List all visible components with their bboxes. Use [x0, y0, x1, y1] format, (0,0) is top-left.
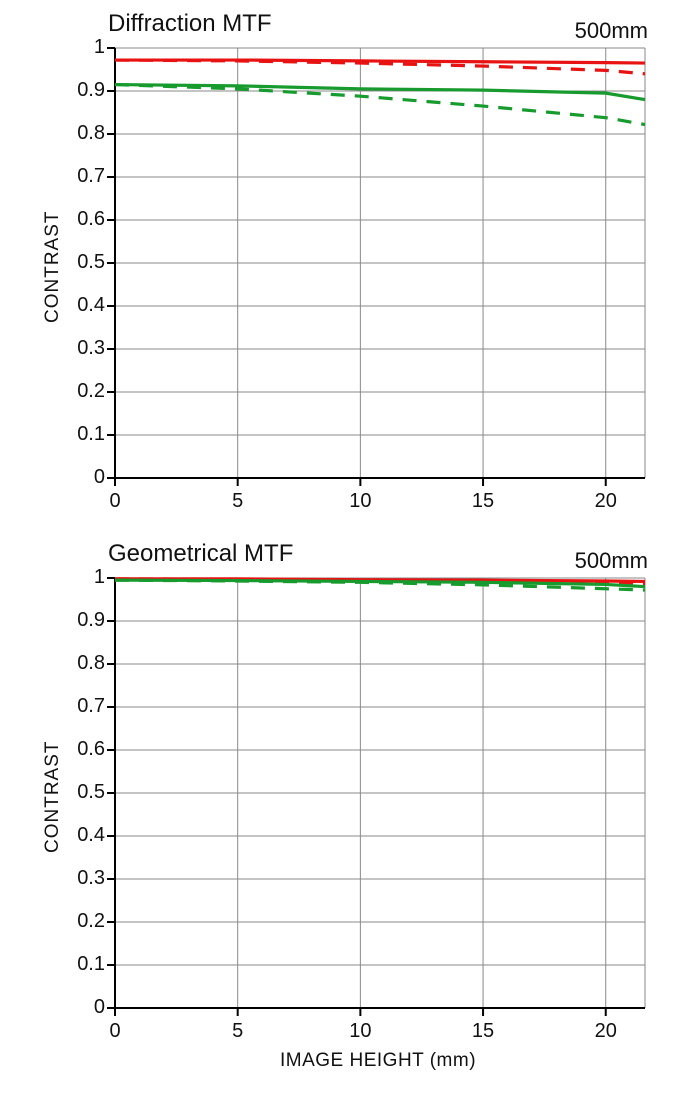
- x-tick-label: 0: [95, 490, 135, 513]
- diffraction-plot: [115, 48, 645, 478]
- y-tick-label: 0.2: [61, 380, 105, 403]
- x-tick-label: 0: [95, 1020, 135, 1043]
- y-tick-label: 0.2: [61, 910, 105, 933]
- y-tick-label: 0.8: [61, 652, 105, 675]
- geometrical-sublabel: 500mm: [568, 548, 648, 574]
- diffraction-title: Diffraction MTF: [108, 10, 272, 38]
- y-tick-label: 0.7: [61, 165, 105, 188]
- y-tick-label: 0.3: [61, 337, 105, 360]
- y-tick-label: 0: [61, 466, 105, 489]
- y-tick-label: 0.1: [61, 423, 105, 446]
- x-tick-label: 5: [218, 490, 258, 513]
- y-tick-label: 0.7: [61, 695, 105, 718]
- geometrical-title: Geometrical MTF: [108, 540, 293, 568]
- y-tick-label: 0.4: [61, 824, 105, 847]
- y-tick-label: 0.9: [61, 609, 105, 632]
- y-tick-label: 0.6: [61, 208, 105, 231]
- y-tick-label: 0.5: [61, 251, 105, 274]
- x-tick-label: 20: [586, 490, 626, 513]
- diffraction-sublabel: 500mm: [568, 18, 648, 44]
- y-tick-label: 0.1: [61, 953, 105, 976]
- y-tick-label: 0: [61, 996, 105, 1019]
- x-tick-label: 15: [463, 490, 503, 513]
- y-tick-label: 0.9: [61, 79, 105, 102]
- y-tick-label: 1: [61, 566, 105, 589]
- y-tick-label: 0.6: [61, 738, 105, 761]
- x-axis-title: IMAGE HEIGHT (mm): [280, 1050, 476, 1072]
- y-tick-label: 0.4: [61, 294, 105, 317]
- geometrical-plot: [115, 578, 645, 1008]
- x-tick-label: 10: [340, 1020, 380, 1043]
- x-tick-label: 10: [340, 490, 380, 513]
- x-tick-label: 20: [586, 1020, 626, 1043]
- y-tick-label: 0.8: [61, 122, 105, 145]
- y-tick-label: 0.5: [61, 781, 105, 804]
- x-tick-label: 5: [218, 1020, 258, 1043]
- y-tick-label: 1: [61, 36, 105, 59]
- y-tick-label: 0.3: [61, 867, 105, 890]
- x-tick-label: 15: [463, 1020, 503, 1043]
